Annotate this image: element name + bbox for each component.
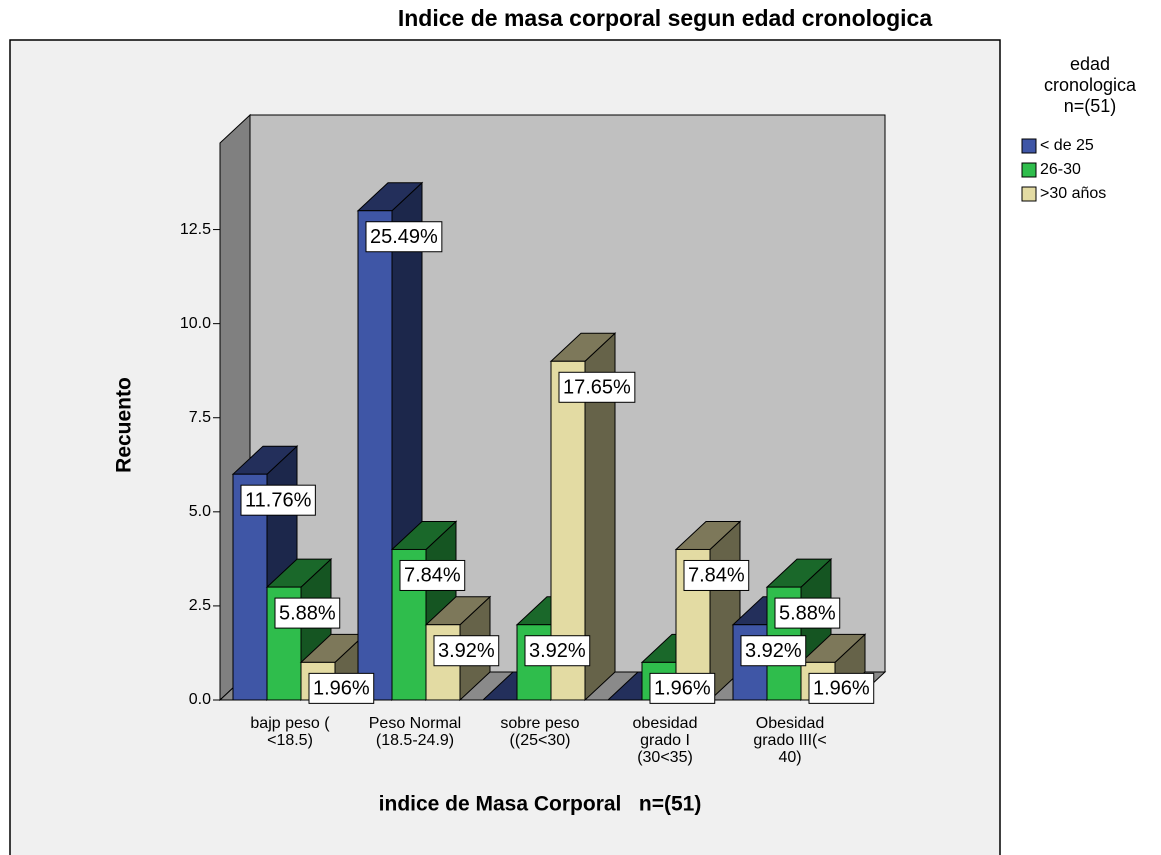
value-label-box — [774, 597, 841, 629]
legend-swatch — [1021, 162, 1037, 178]
x-tick-label-line: ((25<30) — [510, 732, 571, 749]
x-tick-label: Obesidad grado III(< 40) — [753, 715, 826, 766]
value-label: 3.92% — [524, 635, 591, 667]
y-tick-label: 5.0 — [189, 503, 211, 520]
legend-title: n=(51) — [1064, 96, 1117, 116]
value-label-box — [649, 672, 716, 704]
x-tick-label: Peso Normal (18.5-24.9) — [369, 715, 461, 749]
x-tick-label-line: Obesidad — [756, 715, 825, 732]
value-label-box — [683, 559, 750, 591]
value-label-text: 1.96% — [813, 678, 870, 700]
value-label-box — [740, 635, 807, 667]
value-label-text: 7.84% — [404, 565, 461, 587]
x-tick-label-line: obesidad — [633, 715, 698, 732]
value-label-box — [808, 672, 875, 704]
value-label: 1.96% — [308, 672, 375, 704]
legend-title: edad — [1070, 54, 1110, 74]
value-label: 7.84% — [683, 559, 750, 591]
value-label-text: 3.92% — [745, 640, 802, 662]
chart-title: Indice de masa corporal segun edad crono… — [398, 5, 932, 31]
y-tick-label: 7.5 — [189, 409, 211, 426]
legend-label: >30 años — [1040, 185, 1106, 202]
value-label-box — [433, 635, 500, 667]
x-tick-label-line: <18.5) — [267, 732, 313, 749]
x-tick-label-line: grado III(< — [753, 732, 826, 749]
value-label-box — [524, 635, 591, 667]
x-tick-label-line: grado I — [640, 732, 690, 749]
value-label-box — [274, 597, 341, 629]
value-label: 5.88% — [274, 597, 341, 629]
value-label-box — [558, 371, 636, 403]
x-tick-label: bajp peso (<18.5) — [250, 715, 330, 749]
value-label: 7.84% — [399, 559, 466, 591]
y-axis-title: Recuento — [113, 377, 136, 473]
value-label-text: 17.65% — [563, 377, 631, 399]
value-label: 1.96% — [649, 672, 716, 704]
value-label: 3.92% — [740, 635, 807, 667]
y-tick-label: 12.5 — [180, 221, 211, 238]
value-label-box — [365, 221, 443, 253]
x-tick-label-line: (30<35) — [637, 749, 693, 766]
x-tick-label-line: 40) — [778, 749, 801, 766]
y-tick-label: 0.0 — [189, 691, 211, 708]
legend-label: < de 25 — [1040, 137, 1094, 154]
value-label-text: 7.84% — [688, 565, 745, 587]
value-label-text: 25.49% — [370, 226, 438, 248]
value-label: 25.49% — [365, 221, 443, 253]
x-tick-label: sobre peso ((25<30) — [500, 715, 579, 749]
value-label: 1.96% — [808, 672, 875, 704]
legend-title: cronologica — [1044, 75, 1137, 95]
legend-label: 26-30 — [1040, 161, 1081, 178]
value-label-text: 1.96% — [313, 678, 370, 700]
x-tick-label-line: Peso Normal — [369, 715, 461, 732]
legend-swatch — [1021, 186, 1037, 202]
y-tick-label: 10.0 — [180, 315, 211, 332]
value-label: 17.65% — [558, 371, 636, 403]
bar-front — [357, 210, 393, 701]
value-label-text: 1.96% — [654, 678, 711, 700]
value-label-text: 5.88% — [279, 602, 336, 624]
value-label: 3.92% — [433, 635, 500, 667]
x-tick-label-line: (18.5-24.9) — [376, 732, 454, 749]
value-label-text: 5.88% — [779, 602, 836, 624]
x-tick-label-line: sobre peso — [500, 715, 579, 732]
y-tick-label: 2.5 — [189, 597, 211, 614]
legend-swatch — [1021, 138, 1037, 154]
x-tick-label: obesidad grado I (30<35) — [633, 715, 698, 766]
value-label-text: 3.92% — [438, 640, 495, 662]
value-label-box — [308, 672, 375, 704]
x-axis-title: indice de Masa Corporal n=(51) — [379, 793, 702, 816]
value-label: 11.76% — [240, 484, 316, 516]
value-label: 5.88% — [774, 597, 841, 629]
value-label-text: 3.92% — [529, 640, 586, 662]
value-label-text: 11.76% — [245, 489, 312, 511]
value-label-box — [240, 484, 316, 516]
value-label-box — [399, 559, 466, 591]
x-tick-label-line: bajp peso ( — [250, 715, 330, 732]
